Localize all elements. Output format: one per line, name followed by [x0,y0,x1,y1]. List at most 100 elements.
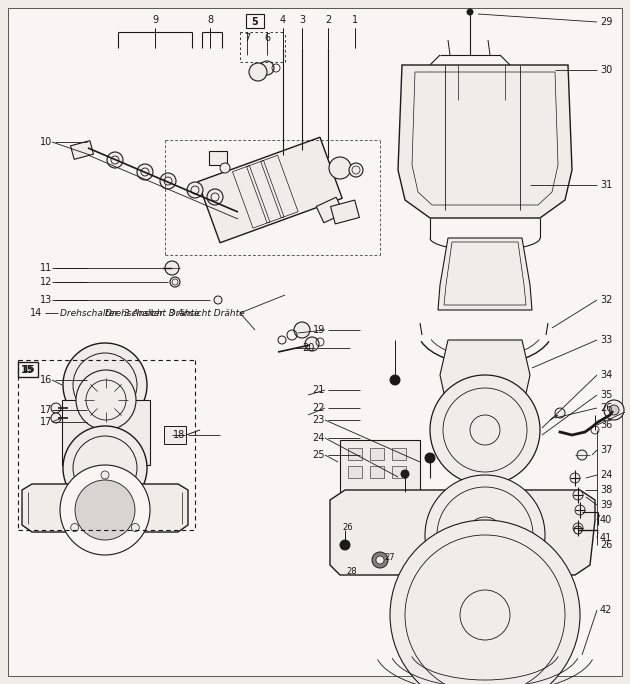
Bar [18,362,38,377]
Polygon shape [398,65,572,218]
Bar [18,362,38,377]
Text: 30: 30 [600,65,612,75]
Circle shape [609,405,619,415]
Polygon shape [71,141,93,159]
Text: 17: 17 [40,405,52,415]
Polygon shape [316,197,344,223]
Circle shape [329,157,351,179]
Text: 35: 35 [600,390,612,400]
Circle shape [107,152,123,168]
Circle shape [260,61,274,75]
Polygon shape [198,137,342,243]
Circle shape [131,523,139,531]
Text: 18: 18 [173,430,185,440]
Text: 27: 27 [384,553,394,562]
Text: 13: 13 [40,295,52,305]
Polygon shape [164,426,186,444]
Circle shape [95,375,115,395]
Text: 5: 5 [251,17,258,27]
Bar [246,14,264,28]
Bar [348,466,362,478]
Text: 36: 36 [600,420,612,430]
Text: 14: 14 [30,308,42,318]
Bar [370,448,384,460]
Bar [62,400,150,465]
Circle shape [604,400,624,420]
Text: 39: 39 [600,500,612,510]
Circle shape [376,556,384,564]
Circle shape [170,277,180,287]
Text: 34: 34 [600,370,612,380]
Circle shape [401,470,409,478]
Text: 16: 16 [40,375,52,385]
Text: 17: 17 [40,417,52,427]
Circle shape [165,261,179,275]
Circle shape [340,540,350,550]
Text: 3: 3 [299,15,305,25]
Bar [392,466,406,478]
Circle shape [160,173,176,189]
Text: 7: 7 [244,33,250,43]
Circle shape [220,163,230,173]
Circle shape [467,517,503,553]
Text: 21: 21 [312,385,325,395]
Text: 42: 42 [600,605,612,615]
Text: 20: 20 [302,343,315,353]
Text: 6: 6 [264,33,270,43]
Text: 41: 41 [600,533,612,543]
Circle shape [460,590,510,640]
Circle shape [71,523,79,531]
Polygon shape [440,340,530,398]
Text: 33: 33 [600,335,612,345]
Text: 19: 19 [312,325,325,335]
Text: 23: 23 [312,415,325,425]
Circle shape [390,375,400,385]
Polygon shape [209,151,227,165]
Circle shape [390,520,580,684]
Polygon shape [331,200,359,224]
Circle shape [573,490,583,500]
Text: 1: 1 [352,15,358,25]
Polygon shape [330,490,595,575]
Bar [392,448,406,460]
Bar [370,466,384,478]
Circle shape [63,343,147,427]
Text: Drehschalter  3 Ansicht Drähte: Drehschalter 3 Ansicht Drähte [105,308,244,317]
Text: 9: 9 [152,15,158,25]
Circle shape [207,189,223,205]
Bar [348,448,362,460]
Text: 32: 32 [600,295,612,305]
Circle shape [137,164,153,180]
Circle shape [577,450,587,460]
Circle shape [425,475,545,595]
Circle shape [60,465,150,555]
Circle shape [425,453,435,463]
Circle shape [51,413,61,423]
Circle shape [575,505,585,515]
Circle shape [187,182,203,198]
Text: 22: 22 [312,403,325,413]
Circle shape [467,9,473,15]
Text: 12: 12 [40,277,52,287]
Text: 38: 38 [600,485,612,495]
Text: 24: 24 [312,433,325,443]
Text: 28: 28 [346,568,357,577]
Circle shape [63,426,147,510]
Circle shape [75,480,135,540]
Circle shape [470,415,500,445]
Bar [340,440,420,492]
Text: 37: 37 [600,445,612,455]
Circle shape [570,473,580,483]
Circle shape [555,408,565,418]
Text: 29: 29 [600,17,612,27]
Text: 31: 31 [600,180,612,190]
Text: 15: 15 [22,365,34,375]
Circle shape [76,370,136,430]
Circle shape [349,163,363,177]
Text: 11: 11 [40,263,52,273]
Text: 4: 4 [280,15,286,25]
Text: 26: 26 [600,403,612,413]
Circle shape [430,375,540,485]
Text: 2: 2 [325,15,331,25]
Polygon shape [438,238,532,310]
